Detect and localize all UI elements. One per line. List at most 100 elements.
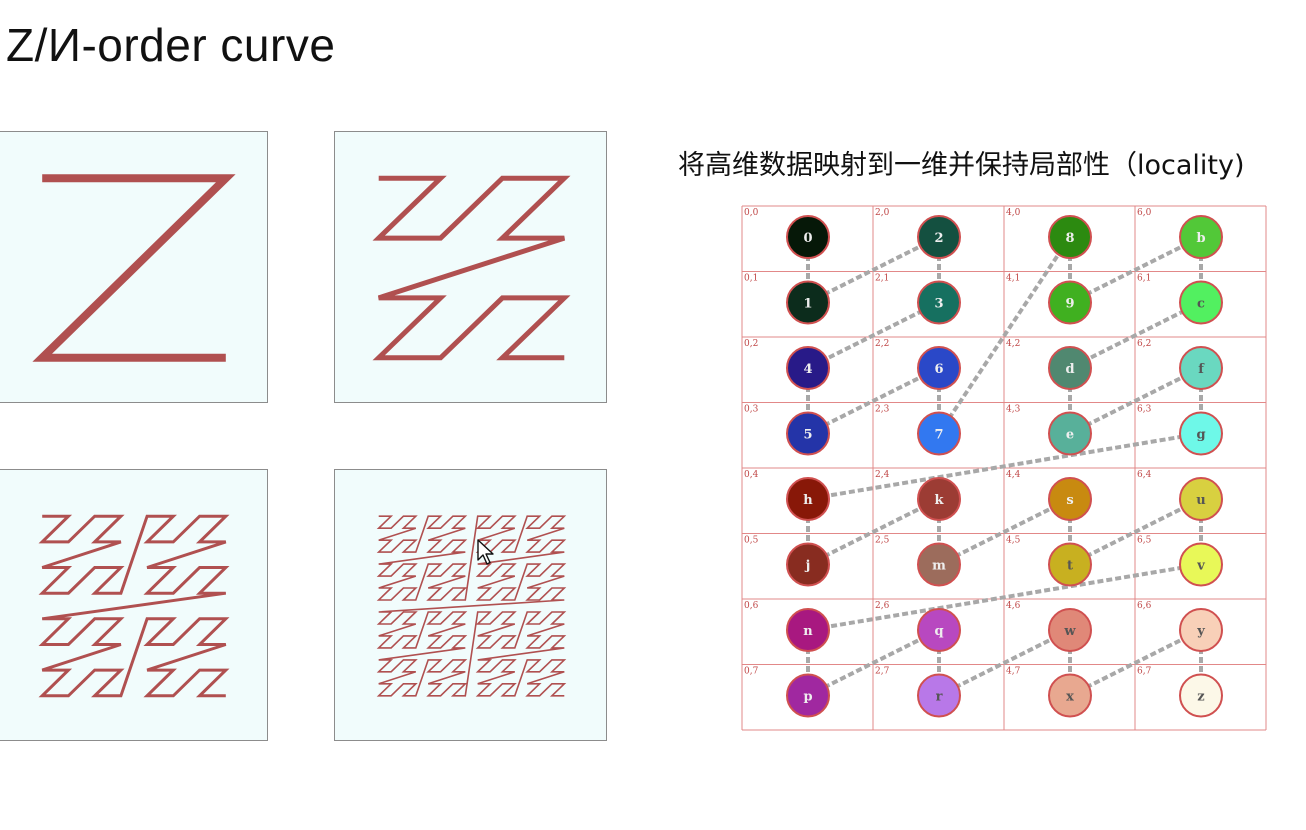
cell-coordinate-label: 6,6 <box>1137 601 1152 611</box>
node-label: 5 <box>803 428 812 443</box>
node-circle <box>786 411 830 456</box>
cell-coordinate-label: 0,5 <box>744 536 759 546</box>
node-circle <box>917 280 961 325</box>
node-label: h <box>803 493 813 508</box>
cell-coordinate-label: 6,3 <box>1137 405 1152 415</box>
z-order-link <box>1069 497 1202 567</box>
node-label: t <box>1067 559 1073 574</box>
z-order-link <box>1069 628 1202 698</box>
node-label: s <box>1066 493 1073 508</box>
cell-coordinate-label: 0,1 <box>744 274 758 284</box>
node-circle <box>1048 411 1092 456</box>
node-circle <box>917 608 961 652</box>
node-circle <box>1048 280 1092 325</box>
z-curve-path <box>32 174 236 362</box>
z-curve-order-4 <box>376 515 567 697</box>
cell-coordinate-label: 6,2 <box>1137 339 1151 349</box>
node-circle <box>1179 346 1223 390</box>
z-order-link <box>807 235 940 305</box>
cell-coordinate-label: 6,0 <box>1137 208 1152 218</box>
grid-node: 4 <box>786 346 830 390</box>
node-circle <box>786 280 830 325</box>
grid-node: 9 <box>1048 280 1092 325</box>
grid-node: g <box>1179 411 1223 456</box>
node-circle <box>917 215 961 259</box>
cell-coordinate-label: 4,6 <box>1006 601 1021 611</box>
node-circle <box>1048 673 1092 718</box>
node-label: q <box>934 624 943 639</box>
node-circle <box>1048 477 1092 521</box>
node-circle <box>786 215 830 259</box>
node-circle <box>917 411 961 456</box>
node-label: 4 <box>803 362 812 377</box>
node-label: 3 <box>934 297 943 312</box>
grid-node: x <box>1048 673 1092 718</box>
grid-node: h <box>786 477 830 521</box>
node-label: g <box>1196 428 1205 443</box>
node-label: 2 <box>934 231 943 246</box>
grid-node: 1 <box>786 280 830 325</box>
grid-node: n <box>786 608 830 652</box>
z-order-link <box>937 235 1072 435</box>
node-label: j <box>805 559 811 574</box>
z-order-link <box>807 497 940 567</box>
node-circle <box>917 477 961 521</box>
z-order-link <box>807 562 1202 632</box>
node-circle <box>917 346 961 390</box>
node-circle <box>917 542 961 587</box>
node-label: d <box>1065 362 1074 377</box>
node-label: k <box>934 493 944 508</box>
cell-coordinate-label: 0,7 <box>744 667 759 677</box>
cell-coordinate-label: 4,2 <box>1006 339 1020 349</box>
node-label: n <box>803 624 813 639</box>
cell-coordinate-label: 0,4 <box>744 470 759 480</box>
node-label: e <box>1066 428 1074 443</box>
grid-node: z <box>1179 673 1223 718</box>
grid-node: 3 <box>917 280 961 325</box>
grid-node: t <box>1048 542 1092 587</box>
node-circle <box>1179 673 1223 718</box>
z-curve-path <box>376 515 567 697</box>
z-order-link <box>807 431 1202 501</box>
z-curve-order-1-panel <box>0 131 268 403</box>
cell-coordinate-label: 2,0 <box>875 208 890 218</box>
grid-node: 8 <box>1048 215 1092 259</box>
node-circle <box>786 542 830 587</box>
grid-node: 2 <box>917 215 961 259</box>
grid-node: u <box>1179 477 1223 521</box>
node-label: p <box>803 690 812 705</box>
grid-node: p <box>786 673 830 718</box>
cell-coordinate-label: 6,5 <box>1137 536 1152 546</box>
grid-node: s <box>1048 477 1092 521</box>
z-curve-order-2 <box>372 175 571 361</box>
grid-node: q <box>917 608 961 652</box>
slide-subtitle: 将高维数据映射到一维并保持局部性（locality) <box>678 150 1245 181</box>
z-curve-path <box>38 514 230 698</box>
grid-node: d <box>1048 346 1092 390</box>
grid-node: 0 <box>786 215 830 259</box>
node-label: u <box>1196 493 1205 508</box>
z-curve-order-2-panel <box>334 131 607 403</box>
z-order-link <box>807 300 940 370</box>
z-order-link <box>938 497 1071 567</box>
grid-node: 7 <box>917 411 961 456</box>
node-label: f <box>1198 362 1205 377</box>
grid-node: m <box>917 542 961 587</box>
cell-coordinate-label: 2,6 <box>875 601 890 611</box>
cell-coordinate-label: 6,7 <box>1137 667 1152 677</box>
z-curve-order-3 <box>38 514 230 698</box>
node-circle <box>786 346 830 390</box>
node-circle <box>1048 215 1092 259</box>
cell-coordinate-label: 4,4 <box>1006 470 1021 480</box>
grid-node: v <box>1179 542 1223 587</box>
grid-node: j <box>786 542 830 587</box>
z-curve-order-3-panel <box>0 469 268 741</box>
node-label: y <box>1196 624 1205 639</box>
node-circle <box>1179 411 1223 456</box>
node-circle <box>786 477 830 521</box>
node-circle <box>1179 542 1223 587</box>
cell-coordinate-label: 4,5 <box>1006 536 1021 546</box>
cell-coordinate-label: 4,7 <box>1006 667 1021 677</box>
grid-node: r <box>917 673 961 718</box>
z-order-link <box>807 366 940 436</box>
